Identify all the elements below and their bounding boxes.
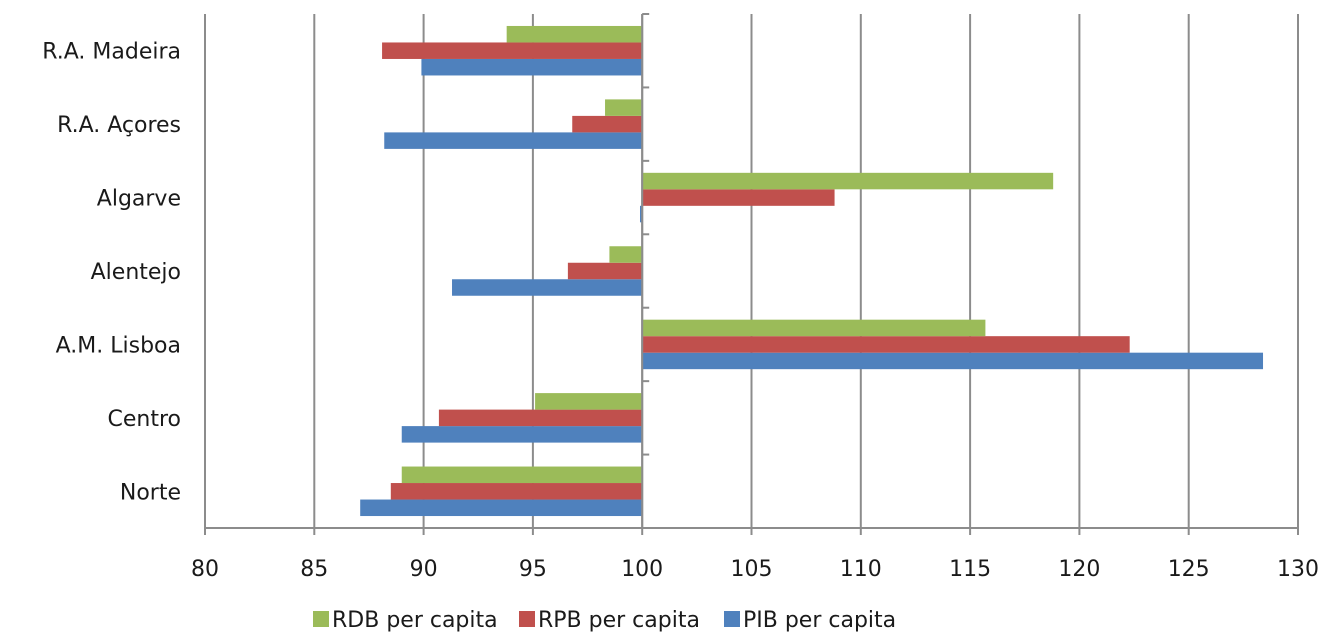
legend: RDB per capita RPB per capita PIB per capi…: [313, 608, 896, 633]
x-tick-label: 100: [621, 557, 663, 582]
bar-rdb-per-capita-r-a-madeira: [506, 25, 643, 43]
x-tick-label: 115: [949, 557, 991, 582]
category-label: Centro: [108, 407, 182, 432]
category-label: Algarve: [97, 187, 181, 212]
bar-rdb-per-capita-r-a-a-ores: [605, 99, 643, 116]
bar-pib-per-capita-r-a-madeira: [421, 58, 643, 76]
bar-rpb-per-capita-a-m-lisboa: [642, 336, 1130, 353]
x-tick-labels: 80 85 90 95 100 105 110 115 120 125 130: [191, 557, 1319, 582]
bar-rdb-per-capita-centro: [535, 393, 643, 410]
category-label: Norte: [120, 480, 181, 505]
bar-pib-per-capita-norte: [360, 499, 643, 517]
bar-rdb-per-capita-algarve: [642, 172, 1054, 190]
x-tick-label: 105: [731, 557, 773, 582]
x-tick-label: 95: [519, 557, 547, 582]
category-label: Alentejo: [91, 260, 181, 285]
axes: [204, 13, 1299, 535]
category-label: R.A. Açores: [57, 113, 181, 138]
x-tick-label: 120: [1058, 557, 1100, 582]
bars: [360, 25, 1264, 517]
legend-label-pib-per-capita: PIB per capita: [743, 608, 896, 633]
category-labels: Norte Centro A.M. Lisboa Alentejo Algarve R.A…: [42, 40, 181, 506]
bar-pib-per-capita-alentejo: [452, 279, 643, 296]
legend-swatch-rdb-per-capita: [313, 611, 329, 627]
bar-pib-per-capita-centro: [401, 426, 643, 443]
x-tick-label: 130: [1277, 557, 1319, 582]
x-tick-label: 110: [840, 557, 882, 582]
category-label: A.M. Lisboa: [56, 333, 181, 358]
x-tick-label: 80: [191, 557, 219, 582]
bar-rdb-per-capita-a-m-lisboa: [642, 319, 986, 337]
legend-swatch-rpb-per-capita: [519, 611, 535, 627]
bar-rpb-per-capita-r-a-madeira: [382, 42, 643, 59]
bar-rpb-per-capita-alentejo: [567, 262, 643, 280]
bar-pib-per-capita-algarve: [640, 205, 643, 223]
legend-label-rpb-per-capita: RPB per capita: [538, 608, 700, 633]
bar-pib-per-capita-a-m-lisboa: [642, 352, 1264, 370]
x-tick-label: 125: [1168, 557, 1210, 582]
category-label: R.A. Madeira: [42, 40, 181, 65]
legend-swatch-pib-per-capita: [724, 611, 740, 627]
bar-rpb-per-capita-algarve: [642, 189, 835, 206]
bar-rpb-per-capita-centro: [438, 409, 643, 427]
bar-rdb-per-capita-norte: [401, 466, 643, 484]
x-tick-label: 85: [300, 557, 328, 582]
grid-lines: [313, 14, 1299, 528]
x-tick-label: 90: [410, 557, 438, 582]
bar-pib-per-capita-r-a-a-ores: [384, 132, 643, 149]
bar-rpb-per-capita-r-a-a-ores: [572, 115, 643, 133]
legend-label-rdb-per-capita: RDB per capita: [332, 608, 498, 633]
bar-rpb-per-capita-norte: [390, 483, 643, 500]
bar-rdb-per-capita-alentejo: [609, 246, 643, 263]
